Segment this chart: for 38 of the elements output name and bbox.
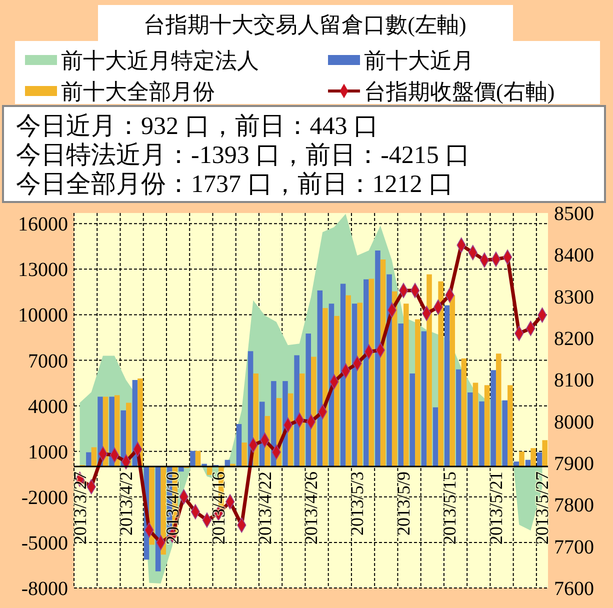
y2-tick-label: 8000 — [554, 411, 594, 434]
x-tick-label: 2013/4/16 — [208, 472, 229, 545]
text: 今日特法近月：-1393 口，前日：-4215 口 — [16, 142, 470, 169]
x-tick-label: 2013/5/3 — [347, 472, 368, 536]
y2-tick-label: 7600 — [554, 578, 594, 600]
x-tick-label: 2013/5/15 — [440, 472, 460, 545]
y-tick-label: 13000 — [18, 259, 68, 282]
y-tick-label: 16000 — [18, 214, 68, 236]
y-tick-label: 4000 — [28, 396, 68, 418]
text: 今日近月：932 口，前日：443 口 — [16, 113, 378, 140]
x-tick-label: 2013/4/10 — [162, 472, 182, 545]
legend-label: 台指期收盤價(右軸) — [364, 79, 555, 104]
y2-tick-label: 8200 — [554, 328, 594, 350]
legend-label: 前十大近月 — [364, 48, 474, 73]
y2-tick-label: 8100 — [554, 370, 594, 392]
y2-tick-label: 8500 — [554, 203, 594, 225]
x-tick-label: 2013/5/27 — [532, 472, 552, 545]
y-tick-label: -2000 — [21, 486, 68, 509]
x-tick-label: 2013/4/22 — [254, 472, 275, 545]
x-tick-label: 2013/4/26 — [301, 472, 321, 545]
legend-label: 前十大全部月份 — [61, 79, 215, 104]
y-tick-label: 10000 — [18, 304, 68, 327]
chart-title: 台指期十大交易人留倉口數(左軸) — [144, 12, 466, 37]
y2-tick-label: 8300 — [554, 286, 594, 308]
text: 今日全部月份：1737 口，前日：1212 口 — [16, 170, 454, 198]
x-tick-label: 2013/5/21 — [486, 472, 506, 545]
y2-tick-label: 7800 — [554, 494, 594, 517]
y-tick-label: -5000 — [21, 532, 68, 554]
y2-tick-label: 8400 — [554, 244, 594, 267]
y-tick-label: 7000 — [28, 350, 68, 372]
y-tick-label: -8000 — [21, 578, 68, 600]
y2-tick-label: 7900 — [554, 453, 594, 475]
legend-label: 前十大近月特定法人 — [61, 48, 259, 73]
x-tick-label: 2013/4/2 — [116, 472, 136, 536]
x-tick-label: 2013/3/27 — [70, 472, 90, 545]
x-tick-label: 2013/5/9 — [393, 472, 414, 536]
y2-tick-label: 7700 — [554, 536, 594, 558]
y-tick-label: 1000 — [28, 441, 68, 464]
